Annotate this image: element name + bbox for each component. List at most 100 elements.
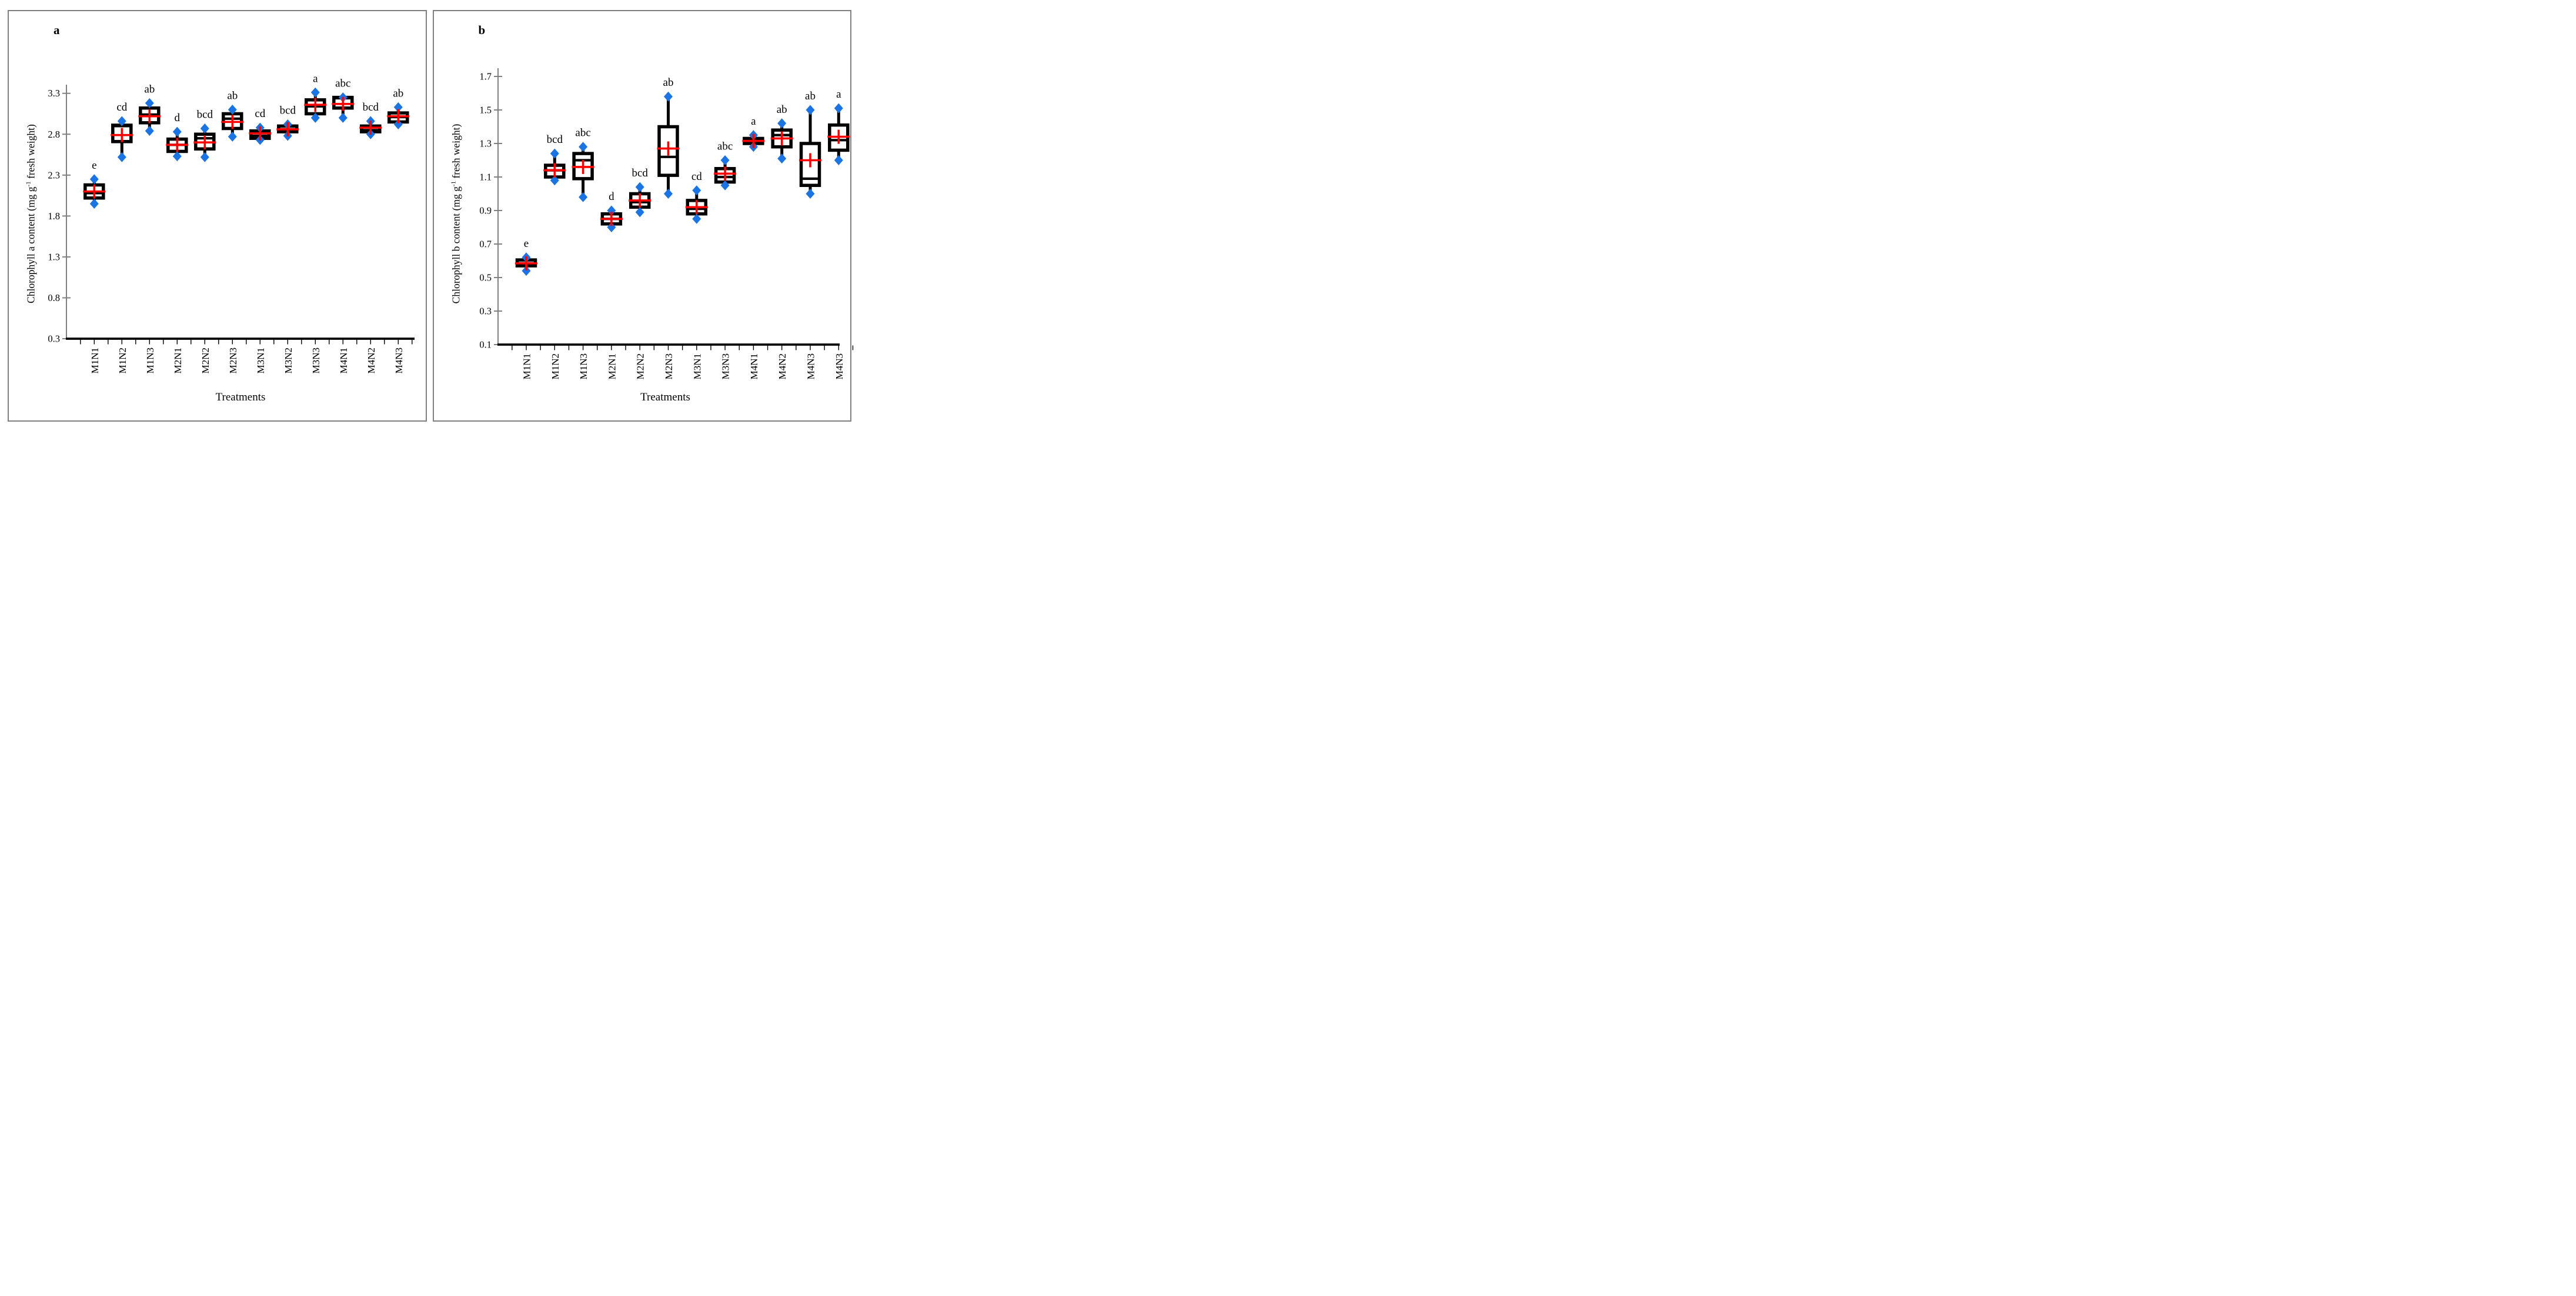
- significance-letter: d: [609, 191, 614, 203]
- significance-letter: a: [313, 72, 318, 85]
- panel-b-boxplot: 0.1 0.3 0.5 0.7 0.9 1.1 1.3 1.5 1.7 e M1N1 bcd M1N2 a…: [479, 68, 853, 379]
- significance-letter: ab: [805, 90, 816, 102]
- x-category-label: M2N1: [172, 348, 183, 373]
- box-group-M3N2: bcd M3N2: [276, 105, 299, 373]
- significance-letter: ab: [227, 90, 238, 102]
- max-point-marker: [89, 174, 99, 185]
- x-category-label: M4N2: [777, 353, 788, 379]
- x-category-label: M1N2: [549, 353, 560, 379]
- x-category-label: M1N3: [145, 348, 156, 373]
- significance-letter: ab: [663, 76, 673, 89]
- max-point-marker: [834, 103, 843, 113]
- significance-letter: bcd: [280, 105, 296, 117]
- y-tick-label: 2.8: [48, 129, 60, 140]
- significance-letter: abc: [575, 127, 590, 139]
- box-group-M3N1: cd M3N1: [685, 171, 708, 379]
- min-point-marker: [663, 189, 673, 199]
- min-point-marker: [606, 222, 616, 232]
- max-point-marker: [145, 98, 154, 108]
- x-category-label: M3N2: [283, 348, 294, 373]
- x-category-label: M4N2: [366, 348, 377, 373]
- box-group-M1N2: cd M1N2: [111, 101, 133, 373]
- x-category-label: M4N1: [338, 348, 349, 373]
- y-tick-label: 0.7: [479, 239, 492, 250]
- box-group-M1N1: e M1N1: [83, 159, 106, 373]
- x-category-label: M2N2: [200, 348, 211, 373]
- significance-letter: a: [836, 88, 841, 101]
- box-group-M3N3: abc M3N3: [713, 141, 736, 379]
- box-group-M2N1: d M2N1: [166, 112, 189, 373]
- x-category-label: M3N3: [310, 348, 322, 373]
- box-group-M4N2: bcd M4N2: [359, 101, 382, 373]
- min-point-marker: [89, 198, 99, 209]
- panel-a: a Chlorophyll a content (mg g-1 fresh we…: [8, 10, 427, 422]
- min-point-marker: [338, 112, 348, 123]
- max-point-marker: [578, 142, 587, 152]
- box-group-M1N3: abc M1N3: [572, 127, 594, 379]
- min-point-marker: [777, 153, 786, 164]
- min-point-marker: [172, 151, 182, 162]
- max-point-marker: [635, 182, 644, 192]
- significance-letter: bcd: [546, 133, 563, 146]
- min-point-marker: [806, 189, 814, 199]
- box-group-M1N3: ab M1N3: [138, 83, 161, 373]
- significance-letter: ab: [144, 83, 155, 95]
- x-category-label: M1N1: [521, 353, 532, 379]
- y-tick-label: 2.3: [48, 169, 60, 181]
- significance-letter: e: [523, 238, 528, 250]
- box-group-M4N2: ab M4N2: [770, 103, 793, 379]
- significance-letter: bcd: [197, 109, 213, 121]
- panel-a-x-axis-title: Treatments: [215, 391, 266, 403]
- y-tick-label: 0.1: [479, 339, 492, 350]
- y-tick-label: 1.3: [479, 138, 492, 149]
- min-point-marker: [310, 112, 320, 123]
- max-point-marker: [228, 105, 237, 115]
- x-category-label: M4N3: [833, 353, 844, 379]
- box-group-M1N1: e M1N1: [514, 238, 537, 379]
- min-point-marker: [691, 213, 701, 224]
- box-group-M4N3: ab M4N3: [798, 90, 821, 379]
- significance-letter: cd: [691, 171, 701, 183]
- y-tick-label: 0.3: [48, 333, 60, 345]
- max-point-marker: [720, 155, 730, 165]
- y-tick-label: 1.3: [48, 251, 60, 262]
- max-point-marker: [550, 148, 559, 159]
- box-group-M4N3: ab M4N3: [387, 87, 410, 373]
- x-category-label: M2N3: [228, 348, 239, 373]
- x-category-label: M3N3: [720, 353, 731, 379]
- min-point-marker: [393, 119, 403, 130]
- panel-b: b Chlorophyll b content (mg g-1 fresh we…: [432, 10, 853, 422]
- panel-b-x-axis-title: Treatments: [640, 391, 690, 403]
- x-category-label: M3N1: [255, 348, 266, 373]
- panel-b-letter: b: [478, 23, 486, 37]
- box-group-M3N3: a M3N3: [304, 72, 327, 373]
- significance-letter: e: [92, 159, 96, 172]
- min-point-marker: [522, 266, 530, 276]
- box-group-M2N1: d M2N1: [600, 191, 623, 379]
- significance-letter: abc: [717, 141, 732, 153]
- box-group-M3N1: cd M3N1: [249, 108, 272, 373]
- significance-letter: abc: [335, 78, 350, 90]
- x-category-label: M2N1: [606, 353, 617, 379]
- panel-a-boxplot: 0.3 0.8 1.3 1.8 2.3 2.8 3.3 e M1N1 cd M1N2 ab M1N3 d M…: [48, 72, 415, 373]
- y-tick-label: 0.8: [48, 292, 60, 303]
- min-point-marker: [834, 155, 843, 165]
- significance-letter: ab: [393, 87, 403, 99]
- y-tick-label: 0.5: [479, 272, 492, 283]
- significance-letter: bcd: [632, 167, 648, 179]
- box-group-M2N3: ab M2N3: [657, 76, 679, 379]
- min-point-marker: [200, 152, 209, 162]
- x-category-label: M1N1: [89, 348, 101, 373]
- significance-letter: a: [751, 115, 756, 128]
- significance-letter: cd: [255, 108, 265, 120]
- y-tick-label: 1.5: [479, 105, 492, 116]
- box-group-M2N3: ab M2N3: [221, 90, 244, 373]
- x-category-label: M2N3: [663, 353, 674, 379]
- significance-letter: ab: [776, 103, 787, 116]
- min-point-marker: [145, 126, 154, 136]
- significance-letter: cd: [116, 101, 127, 113]
- figure-row: a Chlorophyll a content (mg g-1 fresh we…: [0, 0, 858, 431]
- x-category-label: M4N3: [805, 353, 816, 379]
- box-group-M2N2: bcd M2N2: [628, 167, 651, 379]
- max-point-marker: [691, 185, 701, 196]
